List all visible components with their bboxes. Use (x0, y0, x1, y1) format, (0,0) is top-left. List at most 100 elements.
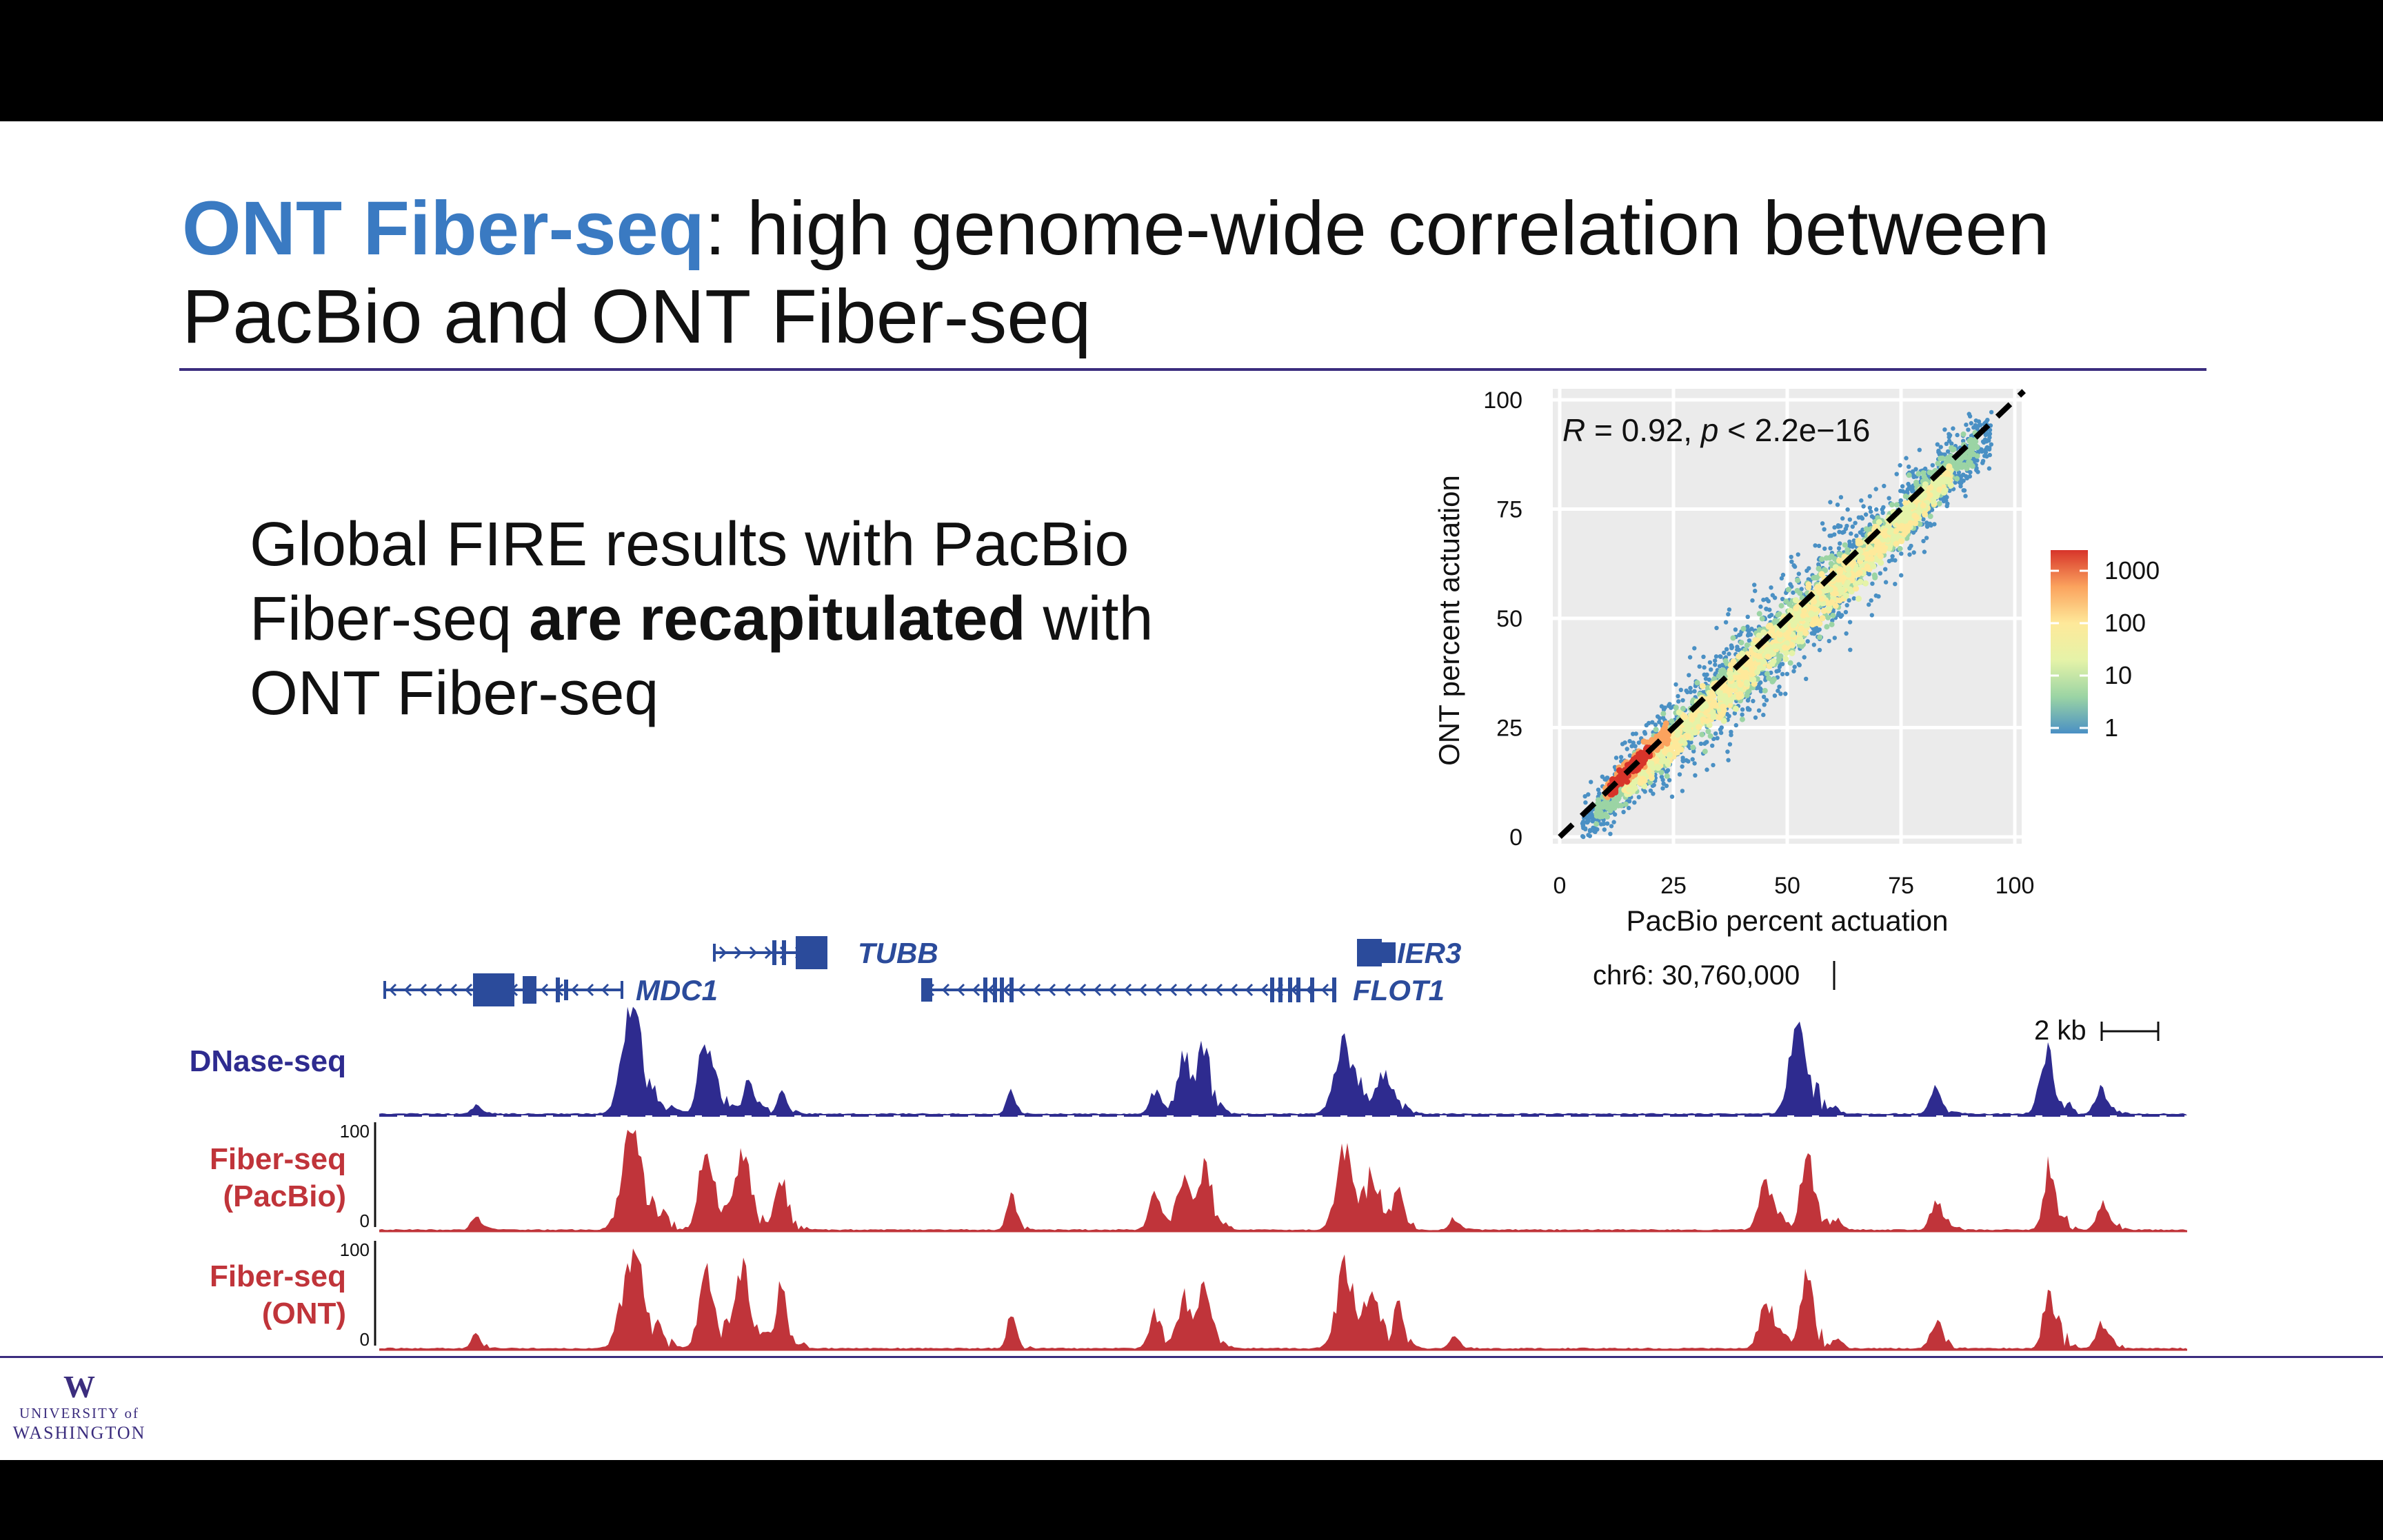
data-point (1864, 563, 1871, 570)
data-point (1839, 575, 1846, 582)
gene-label: TUBB (858, 937, 938, 969)
data-point (1707, 733, 1713, 739)
data-point (1713, 654, 1719, 659)
data-point (1769, 585, 1773, 590)
x-tick-label: 100 (1995, 873, 2035, 899)
uw-w-icon: W (63, 1369, 95, 1404)
strand-chevron (419, 983, 428, 997)
data-point (1822, 546, 1827, 551)
data-point (1724, 647, 1729, 651)
data-point (1647, 720, 1651, 726)
data-point (1861, 504, 1866, 509)
data-point (1836, 582, 1842, 589)
data-point (1746, 688, 1752, 694)
data-point (1756, 611, 1762, 617)
data-point (1792, 665, 1797, 669)
gene-flot1: FLOT1 (921, 974, 1445, 1006)
data-point (1901, 510, 1908, 517)
data-point (1818, 571, 1825, 578)
data-point (1680, 789, 1685, 793)
data-point (1690, 744, 1696, 751)
data-point (1870, 581, 1875, 586)
strand-chevron (987, 983, 996, 997)
x-tick-label: 75 (1888, 873, 1914, 899)
data-point (1747, 638, 1752, 643)
data-point (1587, 833, 1592, 838)
data-point (1687, 673, 1691, 678)
data-point (1638, 778, 1645, 784)
strand-chevron (1260, 983, 1269, 997)
data-point (1822, 567, 1827, 573)
data-point (1770, 658, 1777, 665)
data-point (1848, 647, 1853, 652)
data-point (1837, 529, 1842, 534)
data-point (1936, 486, 1943, 493)
data-point (1985, 418, 1990, 423)
data-point (1940, 489, 1947, 496)
data-point (1945, 449, 1951, 454)
data-point (1609, 824, 1614, 829)
data-point (1944, 470, 1951, 477)
data-point (1727, 697, 1734, 704)
data-point (1855, 571, 1862, 578)
data-point (1893, 527, 1900, 534)
data-point (1989, 409, 1994, 415)
data-point (1936, 500, 1942, 507)
data-point (1697, 664, 1702, 669)
data-point (1980, 458, 1986, 463)
strand-chevron (1245, 983, 1254, 997)
data-point (1847, 517, 1852, 522)
data-point (1836, 546, 1842, 551)
strand-chevron (1047, 983, 1056, 997)
data-point (1632, 800, 1637, 805)
strand-chevron (1214, 983, 1223, 997)
data-point (1869, 598, 1873, 603)
track-label-platform: (ONT) (262, 1297, 346, 1330)
data-point (1869, 613, 1874, 618)
data-point (1784, 671, 1789, 676)
data-point (1688, 689, 1693, 695)
data-point (1827, 638, 1831, 644)
data-point (1740, 712, 1744, 717)
title-rest: : high genome-wide correlation between (704, 186, 2050, 271)
data-point (1913, 479, 1919, 485)
signal-area (379, 1006, 2187, 1115)
exon (993, 977, 997, 1002)
data-point (1705, 729, 1711, 734)
data-point (1921, 517, 1926, 522)
track-label-dnase: DNase-seq (190, 1044, 346, 1078)
data-point (1736, 693, 1742, 700)
y-tick-label: 100 (1483, 387, 1522, 414)
data-point (1764, 607, 1769, 611)
data-point (1584, 820, 1589, 824)
data-point (1756, 682, 1761, 687)
data-point (1848, 588, 1855, 595)
data-point (1850, 524, 1855, 529)
ont-track (379, 1248, 2187, 1351)
data-point (1580, 822, 1586, 828)
data-point (1844, 602, 1849, 608)
data-point (1630, 780, 1637, 787)
data-point (1894, 472, 1899, 476)
data-point (1851, 538, 1856, 543)
data-point (1891, 534, 1897, 540)
track-label-platform: (PacBio) (223, 1179, 346, 1213)
data-point (1778, 691, 1783, 696)
data-point (1718, 730, 1724, 736)
data-point (1690, 757, 1695, 762)
data-point (1837, 566, 1844, 573)
data-point (1963, 494, 1968, 498)
data-point (1959, 480, 1964, 485)
data-point (1847, 598, 1851, 603)
data-point (1868, 549, 1875, 556)
data-point (1805, 584, 1812, 591)
data-point (1828, 546, 1833, 551)
university-logo: W UNIVERSITY of WASHINGTON (0, 1370, 159, 1443)
exon (983, 977, 987, 1002)
data-point (1702, 665, 1707, 670)
data-point (1898, 498, 1903, 503)
strand-chevron (434, 983, 443, 997)
data-point (1693, 773, 1698, 778)
data-point (1705, 740, 1709, 744)
data-point (1749, 676, 1756, 683)
